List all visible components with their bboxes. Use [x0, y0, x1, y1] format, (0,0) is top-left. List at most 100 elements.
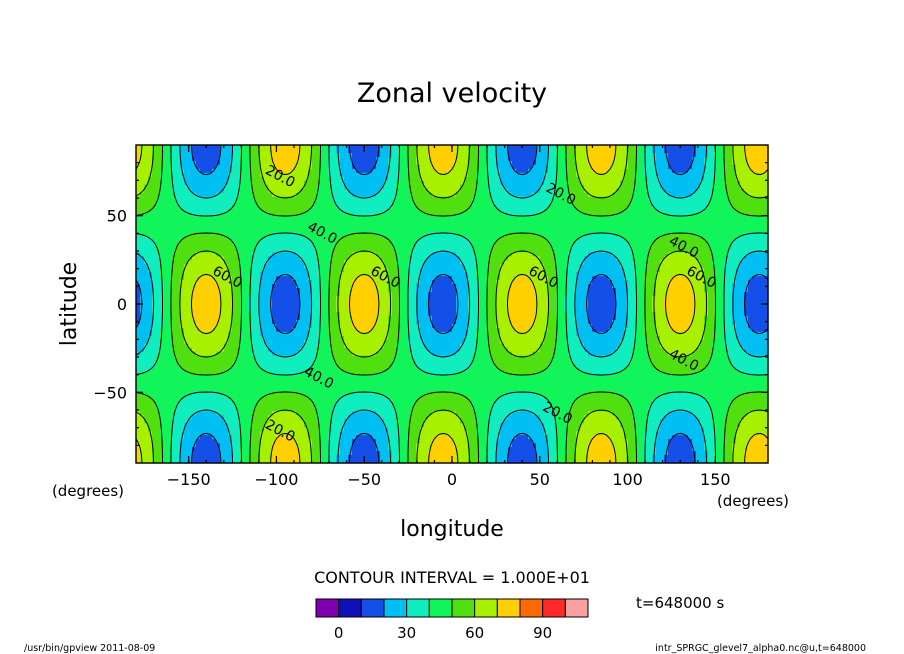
heatmap-cell: [356, 268, 361, 273]
heatmap-cell: [592, 264, 597, 269]
heatmap-cell: [484, 156, 489, 162]
heatmap-cell: [208, 228, 213, 234]
heatmap-cell: [764, 224, 769, 230]
heatmap-cell: [428, 145, 433, 150]
heatmap-cell: [716, 192, 721, 198]
heatmap-cell: [308, 224, 313, 230]
heatmap-cell: [416, 200, 421, 206]
heatmap-cell: [264, 152, 269, 158]
heatmap-cell: [164, 204, 169, 210]
heatmap-cell: [616, 244, 621, 249]
heatmap-cell: [632, 168, 637, 174]
heatmap-cell: [452, 188, 457, 194]
heatmap-cell: [696, 160, 701, 166]
heatmap-cell: [408, 172, 413, 178]
heatmap-cell: [344, 248, 349, 253]
heatmap-cell: [408, 212, 413, 218]
heatmap-cell: [684, 208, 689, 214]
heatmap-cell: [696, 152, 701, 158]
heatmap-cell: [744, 252, 749, 257]
heatmap-cell: [468, 224, 473, 230]
heatmap-cell: [236, 260, 241, 265]
heatmap-cell: [364, 168, 369, 174]
heatmap-cell: [136, 208, 141, 214]
heatmap-cell: [544, 180, 549, 186]
heatmap-cell: [656, 196, 661, 202]
heatmap-cell: [552, 260, 557, 265]
heatmap-cell: [540, 164, 545, 170]
heatmap-cell: [488, 244, 493, 249]
heatmap-cell: [716, 216, 721, 222]
heatmap-cell: [640, 244, 645, 249]
heatmap-cell: [468, 164, 473, 170]
heatmap-cell: [304, 148, 309, 154]
heatmap-cell: [568, 148, 573, 154]
heatmap-cell: [440, 224, 445, 230]
heatmap-cell: [176, 196, 181, 202]
heatmap-cell: [396, 156, 401, 162]
heatmap-cell: [384, 264, 389, 269]
heatmap-cell: [428, 160, 433, 166]
heatmap-cell: [636, 192, 641, 198]
heatmap-cell: [676, 216, 681, 222]
heatmap-cell: [356, 264, 361, 269]
heatmap-cell: [464, 148, 469, 154]
heatmap-cell: [612, 264, 617, 269]
heatmap-cell: [364, 220, 369, 226]
heatmap-cell: [228, 196, 233, 202]
heatmap-cell: [164, 196, 169, 202]
heatmap-cell: [192, 192, 197, 198]
heatmap-cell: [404, 220, 409, 226]
heatmap-cell: [436, 248, 441, 253]
heatmap-cell: [140, 172, 145, 178]
heatmap-cell: [600, 244, 605, 249]
heatmap-cell: [536, 208, 541, 214]
heatmap-cell: [544, 264, 549, 269]
heatmap-cell: [276, 208, 281, 214]
heatmap-cell: [180, 240, 185, 245]
heatmap-cell: [524, 260, 529, 265]
heatmap-cell: [512, 256, 517, 261]
heatmap-cell: [468, 252, 473, 257]
heatmap-cell: [580, 172, 585, 178]
heatmap-cell: [300, 156, 305, 162]
heatmap-cell: [604, 256, 609, 261]
heatmap-cell: [284, 240, 289, 245]
heatmap-cell: [308, 232, 313, 238]
heatmap-cell: [576, 188, 581, 194]
heatmap-cell: [336, 168, 341, 174]
heatmap-cell: [176, 168, 181, 174]
heatmap-cell: [456, 260, 461, 265]
heatmap-cell: [708, 156, 713, 162]
heatmap-cell: [656, 148, 661, 154]
heatmap-cell: [160, 248, 165, 253]
heatmap-cell: [372, 240, 377, 245]
heatmap-cell: [616, 248, 621, 253]
heatmap-cell: [612, 260, 617, 265]
heatmap-cell: [732, 264, 737, 269]
heatmap-cell: [640, 212, 645, 218]
heatmap-cell: [692, 252, 697, 257]
heatmap-cell: [292, 172, 297, 178]
heatmap-cell: [708, 252, 713, 257]
heatmap-cell: [188, 220, 193, 226]
heatmap-cell: [720, 196, 725, 202]
heatmap-cell: [148, 192, 153, 198]
heatmap-cell: [320, 224, 325, 230]
heatmap-cell: [344, 220, 349, 226]
heatmap-cell: [196, 160, 201, 166]
heatmap-cell: [404, 196, 409, 202]
heatmap-cell: [160, 204, 165, 210]
heatmap-cell: [584, 228, 589, 234]
heatmap-cell: [252, 244, 257, 249]
heatmap-cell: [680, 180, 685, 186]
heatmap-cell: [576, 244, 581, 249]
heatmap-cell: [332, 232, 337, 238]
heatmap-cell: [256, 196, 261, 202]
heatmap-cell: [264, 164, 269, 170]
heatmap-cell: [228, 232, 233, 238]
heatmap-cell: [756, 236, 761, 241]
heatmap-cell: [716, 204, 721, 210]
heatmap-cell: [304, 180, 309, 186]
heatmap-cell: [720, 236, 725, 241]
